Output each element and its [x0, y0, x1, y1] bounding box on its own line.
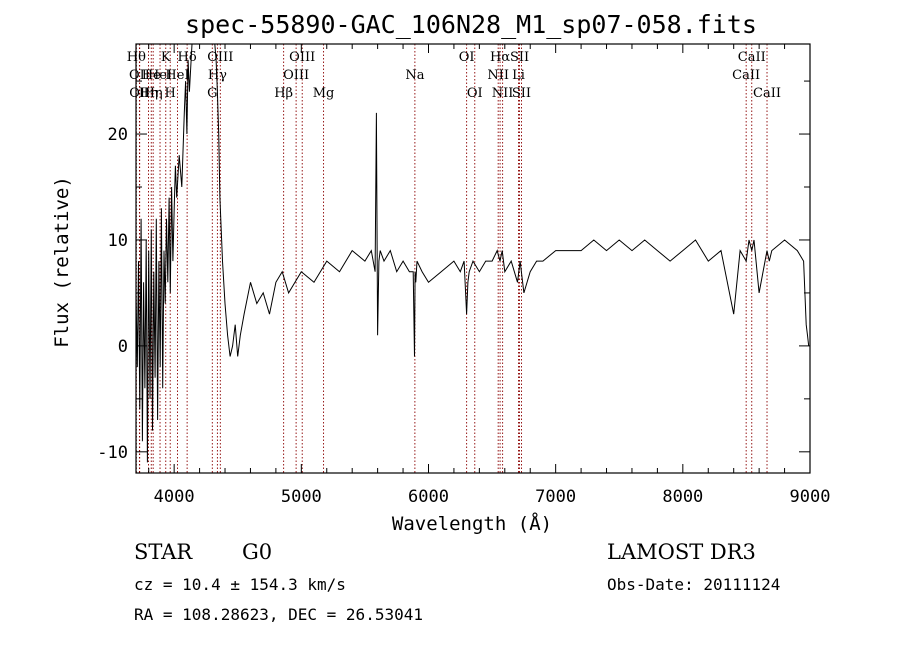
- axis-ticks: 4000 5000 6000 7000 8000 9000 -10 0 10 20: [97, 44, 830, 507]
- chart-title: spec-55890-GAC_106N28_M1_sp07-058.fits: [185, 10, 757, 39]
- line-label: OIII: [283, 68, 309, 83]
- line-label: CaII: [732, 68, 760, 83]
- line-label: Hδ: [178, 50, 197, 65]
- line-label: HeI: [165, 68, 189, 83]
- line-label: Hη: [144, 86, 163, 101]
- redshift-text: cz = 10.4 ± 154.3 km/s: [134, 575, 346, 594]
- x-tick-label: 8000: [662, 487, 703, 507]
- line-label: SII: [512, 86, 531, 101]
- x-axis-label: Wavelength (Å): [392, 512, 552, 535]
- line-label: Li: [512, 68, 525, 83]
- y-tick-label: 0: [118, 337, 128, 357]
- spectrum-line: [136, 44, 809, 462]
- line-label: Mg: [313, 86, 335, 101]
- spectral-line-labels: HθOIIOIIHηHeHηHeIKHHeIHδGHγOIIIHβOIIIOII…: [127, 50, 781, 101]
- y-tick-label: 10: [108, 231, 128, 251]
- y-tick-label: 20: [108, 125, 128, 145]
- line-label: SII: [510, 50, 529, 65]
- x-tick-label: 5000: [281, 487, 322, 507]
- line-label: OI: [459, 50, 475, 65]
- spectrum-series: [136, 44, 809, 462]
- y-tick-label: -10: [97, 443, 128, 463]
- line-label: Hγ: [208, 68, 227, 83]
- line-label: CaII: [753, 86, 781, 101]
- line-label: H: [165, 86, 176, 101]
- x-tick-label: 9000: [790, 487, 831, 507]
- subclass-label: G0: [242, 540, 272, 564]
- line-label: OIII: [207, 50, 233, 65]
- line-label: NII: [492, 86, 514, 101]
- x-tick-label: 6000: [408, 487, 449, 507]
- x-tick-label: 7000: [535, 487, 576, 507]
- spectrum-chart: spec-55890-GAC_106N28_M1_sp07-058.fits F…: [0, 0, 900, 649]
- line-label: Na: [405, 68, 424, 83]
- line-label: G: [207, 86, 217, 101]
- obs-date-text: Obs-Date: 20111124: [607, 575, 780, 594]
- survey-label: LAMOST DR3: [607, 540, 756, 564]
- spectral-line-markers: [136, 44, 767, 473]
- class-label: STAR: [134, 540, 193, 564]
- line-label: Hβ: [274, 86, 293, 101]
- line-label: NII: [487, 68, 509, 83]
- line-label: CaII: [738, 50, 766, 65]
- y-axis-label: Flux (relative): [51, 176, 73, 348]
- x-tick-label: 4000: [154, 487, 195, 507]
- plot-frame: [136, 44, 810, 473]
- line-label: Hα: [490, 50, 510, 65]
- line-label: K: [161, 50, 171, 65]
- line-label: OIII: [289, 50, 315, 65]
- coordinates-text: RA = 108.28623, DEC = 26.53041: [134, 605, 423, 624]
- line-label: OI: [467, 86, 483, 101]
